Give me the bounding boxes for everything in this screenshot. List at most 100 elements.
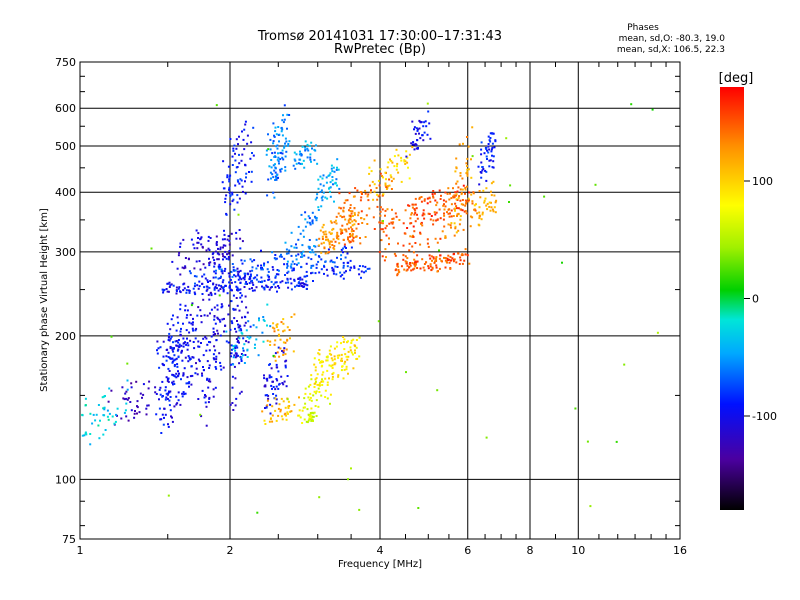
- data-point: [264, 394, 267, 397]
- data-point: [231, 193, 234, 196]
- data-point: [491, 132, 494, 135]
- data-point: [280, 126, 283, 129]
- data-point: [294, 167, 297, 170]
- data-point: [221, 253, 224, 255]
- data-point: [435, 266, 438, 269]
- data-point: [273, 156, 276, 158]
- data-point: [449, 267, 452, 270]
- data-point: [378, 184, 381, 187]
- data-point: [172, 341, 174, 344]
- data-point: [147, 387, 150, 390]
- data-point: [274, 167, 277, 170]
- data-point: [304, 211, 307, 214]
- data-point: [312, 264, 315, 267]
- data-point: [490, 190, 492, 193]
- data-point: [455, 261, 458, 264]
- data-point: [199, 413, 202, 416]
- data-point: [212, 252, 215, 254]
- data-point: [465, 162, 468, 165]
- data-point: [190, 365, 193, 368]
- data-point: [179, 245, 182, 248]
- data-point: [238, 329, 241, 332]
- data-point: [158, 398, 160, 401]
- data-point: [474, 209, 477, 212]
- data-point: [303, 397, 306, 400]
- data-point: [351, 353, 354, 356]
- data-point: [280, 167, 283, 170]
- data-point: [358, 265, 361, 267]
- data-point: [169, 396, 172, 398]
- data-point: [344, 360, 347, 363]
- data-point: [278, 133, 281, 136]
- data-point: [165, 392, 168, 395]
- data-point: [354, 220, 357, 223]
- data-point: [282, 341, 285, 344]
- data-point: [327, 238, 329, 241]
- data-point: [423, 199, 426, 202]
- data-point: [482, 168, 485, 170]
- data-point: [238, 362, 241, 365]
- data-point: [315, 399, 318, 402]
- data-point: [360, 276, 362, 279]
- data-point: [271, 420, 274, 423]
- data-point: [183, 287, 186, 290]
- data-point: [366, 195, 369, 198]
- data-point: [477, 165, 480, 168]
- data-point: [170, 283, 173, 286]
- data-point: [282, 349, 285, 352]
- data-point: [418, 132, 420, 135]
- data-point: [404, 232, 407, 235]
- data-point: [432, 219, 435, 222]
- data-point: [231, 275, 234, 278]
- data-point: [266, 379, 269, 382]
- data-point: [274, 388, 277, 391]
- data-point: [310, 415, 312, 418]
- data-point: [295, 243, 297, 246]
- data-point: [423, 131, 426, 134]
- data-point: [327, 248, 330, 251]
- data-point: [462, 228, 465, 231]
- data-point: [234, 184, 237, 187]
- data-point: [239, 247, 242, 250]
- data-point: [215, 235, 218, 238]
- data-point: [204, 277, 207, 280]
- data-point: [203, 314, 206, 317]
- data-point: [275, 133, 278, 136]
- data-point: [390, 221, 393, 224]
- data-point: [274, 275, 277, 278]
- data-point: [310, 272, 312, 275]
- data-point: [561, 261, 563, 264]
- data-point: [235, 353, 238, 356]
- data-point: [236, 194, 239, 197]
- data-point: [215, 242, 218, 245]
- data-point: [169, 337, 172, 340]
- data-point: [311, 411, 314, 414]
- data-point: [159, 418, 162, 421]
- data-point: [213, 358, 216, 361]
- data-point: [214, 272, 217, 275]
- data-point: [179, 308, 182, 311]
- data-point: [416, 129, 419, 132]
- data-point: [466, 174, 469, 177]
- data-point: [487, 135, 490, 138]
- data-point: [363, 271, 366, 274]
- data-point: [167, 423, 169, 426]
- data-point: [197, 345, 200, 348]
- data-point: [232, 147, 235, 150]
- data-point: [245, 329, 248, 332]
- data-point: [212, 395, 215, 398]
- data-point: [190, 383, 193, 386]
- data-point: [331, 375, 334, 378]
- data-point: [342, 377, 345, 380]
- data-point: [263, 419, 266, 422]
- data-point: [322, 231, 325, 234]
- data-point: [167, 380, 170, 383]
- data-point: [293, 246, 296, 249]
- data-point: [307, 215, 310, 218]
- data-point: [265, 378, 268, 380]
- data-point: [303, 406, 306, 409]
- data-point: [427, 245, 430, 248]
- data-point: [420, 222, 422, 225]
- data-point: [231, 254, 234, 257]
- data-point: [255, 286, 258, 289]
